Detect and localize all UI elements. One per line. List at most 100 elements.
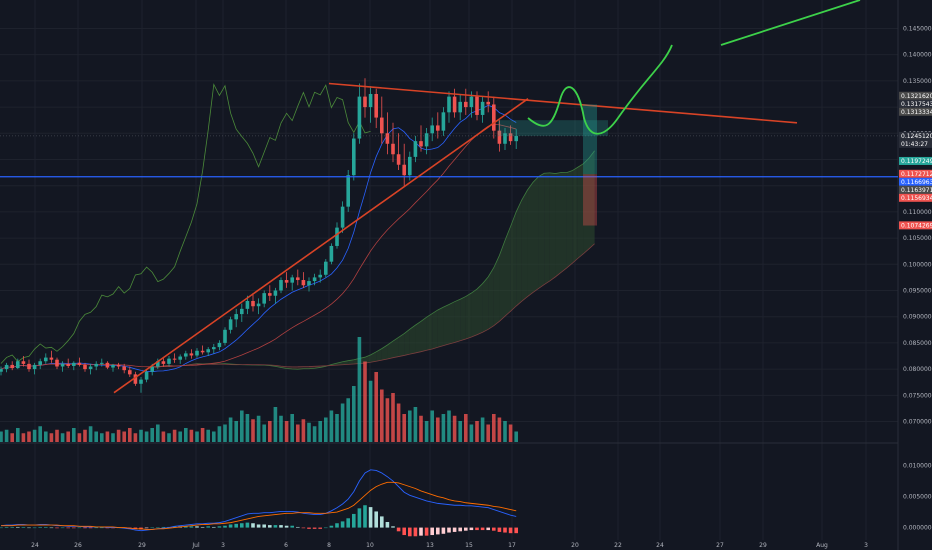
macd-histogram-bar xyxy=(0,527,3,529)
macd-histogram-bar xyxy=(83,527,87,529)
macd-histogram-bar xyxy=(424,527,429,536)
cloud-segment xyxy=(572,167,578,264)
cloud-segment xyxy=(561,172,567,273)
volume-bar xyxy=(133,433,138,442)
candle-body xyxy=(38,361,42,365)
candle-body xyxy=(329,245,334,262)
macd-histogram-bar xyxy=(88,527,93,529)
cloud-segment xyxy=(348,359,354,365)
macd-histogram-bar xyxy=(419,527,423,536)
volume-bar xyxy=(301,419,306,442)
volume-bar xyxy=(178,431,182,442)
candle-body xyxy=(100,362,104,364)
volume-bar xyxy=(340,403,345,442)
cloud-segment xyxy=(409,325,416,355)
candle-body xyxy=(44,357,48,362)
volume-bar xyxy=(296,424,300,442)
macd-histogram-bar xyxy=(245,522,250,528)
macd-signal-line xyxy=(1,481,517,530)
candle-body xyxy=(195,350,199,356)
time-axis-label: Jul xyxy=(191,542,200,549)
macd-histogram-bar xyxy=(4,526,9,528)
candle-body xyxy=(122,366,126,371)
volume-bar xyxy=(4,429,9,442)
candle-body xyxy=(0,369,3,372)
macd-histogram-bar xyxy=(273,525,278,528)
macd-histogram-bar xyxy=(508,527,513,534)
time-axis-label: 8 xyxy=(327,542,331,549)
macd-histogram-bar xyxy=(262,524,266,528)
candle-body xyxy=(200,350,205,353)
candle-body xyxy=(234,314,238,320)
candle-body xyxy=(480,101,485,115)
volume-bar xyxy=(217,426,222,442)
macd-histogram-bar xyxy=(301,527,306,529)
volume-bar xyxy=(44,431,48,442)
macd-histogram-bar xyxy=(44,526,48,528)
candle-body xyxy=(469,96,474,108)
cloud-segment xyxy=(499,240,505,322)
drawing-tools[interactable] xyxy=(0,0,898,394)
macd-histogram-bar xyxy=(133,527,138,529)
cloud-segment xyxy=(544,172,550,285)
price-tag-label: 01:43:27 xyxy=(901,141,928,148)
candle-body xyxy=(486,101,490,105)
candle-body xyxy=(497,130,502,144)
macd-histogram-bar xyxy=(200,526,205,528)
cloud-span-b xyxy=(146,243,595,370)
volume-bar xyxy=(324,417,328,442)
macd-histogram-bar xyxy=(436,527,440,535)
cloud-segment xyxy=(393,337,399,358)
cloud-segment xyxy=(443,304,449,346)
cloud-segment xyxy=(527,182,533,297)
macd-histogram-bar xyxy=(284,525,289,528)
macd-histogram-bar xyxy=(352,513,356,528)
volume-bar xyxy=(234,421,238,442)
candle-body xyxy=(262,293,266,304)
volume-bar xyxy=(128,428,132,442)
macd-histogram-bar xyxy=(217,526,222,528)
time-axis[interactable]: 24 26 29 Jul 3 6 8 10 13 15 17 20 22 24 27 29 Aug 3 xyxy=(31,542,868,549)
candle-body xyxy=(458,101,462,113)
volume-bar xyxy=(10,433,14,442)
macd-histogram-bar xyxy=(184,526,188,528)
volume-bar xyxy=(77,433,82,442)
candle-body xyxy=(312,277,317,282)
macd-histogram-bar xyxy=(223,525,227,528)
macd-histogram-bar xyxy=(324,527,328,529)
time-axis-label: 17 xyxy=(508,542,516,549)
volume-bar xyxy=(452,415,457,442)
time-axis-label: 22 xyxy=(614,542,622,549)
time-axis-label: 24 xyxy=(656,542,664,549)
volume-bar xyxy=(363,361,367,442)
volume-bar xyxy=(116,429,121,442)
macd-histogram-bar xyxy=(268,525,272,528)
candle-body xyxy=(156,361,160,367)
time-axis-label: 29 xyxy=(138,542,146,549)
candle-body xyxy=(408,156,412,176)
macd-histogram-bar xyxy=(346,518,350,528)
candle-body xyxy=(167,358,171,364)
candle-body xyxy=(273,290,278,296)
price-tag-label: 0.11569342 xyxy=(901,195,932,202)
candle-body xyxy=(144,371,149,380)
candle-body xyxy=(380,117,384,134)
macd-histogram-bar xyxy=(256,524,261,528)
volume-bar xyxy=(256,415,261,442)
cloud-segment xyxy=(566,170,573,269)
volume-bar xyxy=(105,431,110,442)
cloud-segment xyxy=(292,366,298,370)
time-axis-label: 15 xyxy=(465,542,473,549)
time-axis-label: 10 xyxy=(366,542,374,549)
macd-axis-label: 0.00500000 xyxy=(903,494,932,501)
cloud-segment xyxy=(493,255,500,326)
volume-bar xyxy=(436,417,440,442)
candle-body xyxy=(452,96,457,113)
descending-trendline xyxy=(328,82,798,124)
candle-body xyxy=(385,133,390,144)
candle-body xyxy=(447,96,451,113)
candle-body xyxy=(77,362,82,365)
cloud-segment xyxy=(381,344,388,361)
projection-continuation xyxy=(720,0,861,46)
